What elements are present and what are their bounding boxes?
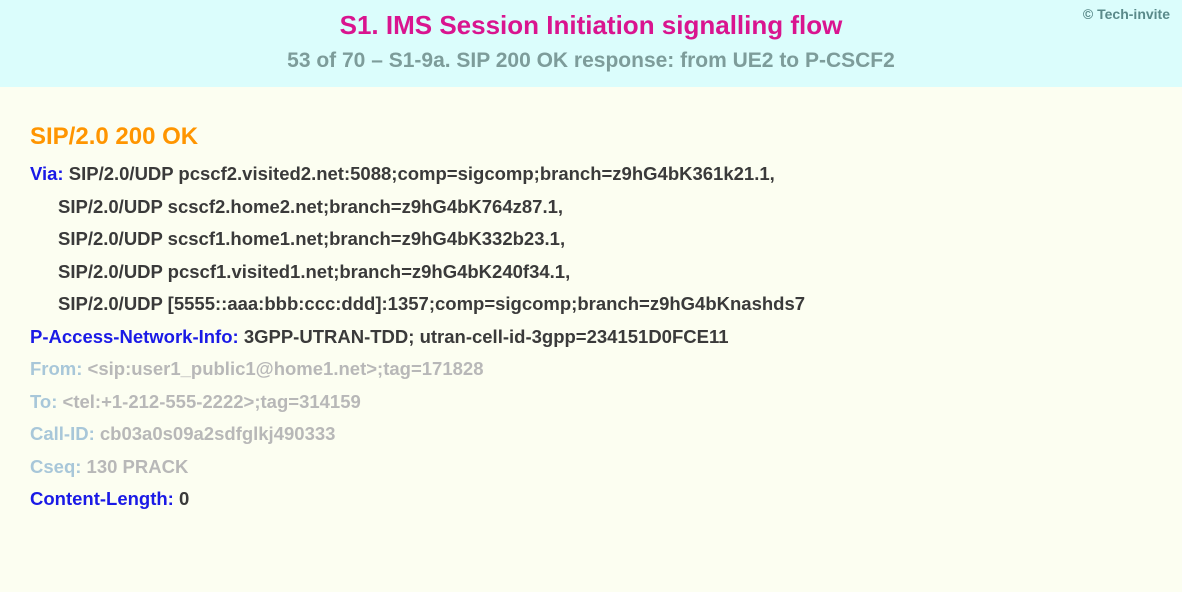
sip-header-value: SIP/2.0/UDP [5555::aaa:bbb:ccc:ddd]:1357… — [58, 293, 805, 314]
sip-header-name: Call-ID: — [30, 423, 95, 444]
sip-header-value: SIP/2.0/UDP pcscf1.visited1.net;branch=z… — [58, 261, 570, 282]
sip-header-name: To: — [30, 391, 57, 412]
sip-status-line: SIP/2.0 200 OK — [30, 123, 1152, 151]
sip-line: From: <sip:user1_public1@home1.net>;tag=… — [30, 360, 1152, 379]
sip-header-lines: Via: SIP/2.0/UDP pcscf2.visited2.net:508… — [30, 165, 1152, 509]
sip-line: P-Access-Network-Info: 3GPP-UTRAN-TDD; u… — [30, 328, 1152, 347]
copyright-text: © Tech-invite — [1083, 6, 1170, 22]
sip-message-body: SIP/2.0 200 OK Via: SIP/2.0/UDP pcscf2.v… — [0, 87, 1182, 543]
sip-line: To: <tel:+1-212-555-2222>;tag=314159 — [30, 393, 1152, 412]
sip-header-value: <tel:+1-212-555-2222>;tag=314159 — [57, 391, 360, 412]
sip-header-value: 130 PRACK — [81, 456, 188, 477]
sip-line: Call-ID: cb03a0s09a2sdfglkj490333 — [30, 425, 1152, 444]
sip-line: Cseq: 130 PRACK — [30, 458, 1152, 477]
sip-header-value: cb03a0s09a2sdfglkj490333 — [95, 423, 336, 444]
sip-header-name: P-Access-Network-Info: — [30, 326, 239, 347]
sip-line: SIP/2.0/UDP [5555::aaa:bbb:ccc:ddd]:1357… — [30, 295, 1152, 314]
sip-line: SIP/2.0/UDP pcscf1.visited1.net;branch=z… — [30, 263, 1152, 282]
sip-header-value: 3GPP-UTRAN-TDD; utran-cell-id-3gpp=23415… — [239, 326, 729, 347]
sip-header-name: From: — [30, 358, 82, 379]
sip-header-name: Cseq: — [30, 456, 81, 477]
sip-line: SIP/2.0/UDP scscf2.home2.net;branch=z9hG… — [30, 198, 1152, 217]
sip-header-name: Via: — [30, 163, 64, 184]
sip-header-value: SIP/2.0/UDP pcscf2.visited2.net:5088;com… — [64, 163, 775, 184]
sip-header-value: <sip:user1_public1@home1.net>;tag=171828 — [82, 358, 483, 379]
sip-header-name: Content-Length: — [30, 488, 174, 509]
sip-header-value: SIP/2.0/UDP scscf1.home1.net;branch=z9hG… — [58, 228, 565, 249]
sip-header-value: SIP/2.0/UDP scscf2.home2.net;branch=z9hG… — [58, 196, 563, 217]
sip-line: Via: SIP/2.0/UDP pcscf2.visited2.net:508… — [30, 165, 1152, 184]
sip-header-value: 0 — [174, 488, 189, 509]
sip-line: SIP/2.0/UDP scscf1.home1.net;branch=z9hG… — [30, 230, 1152, 249]
page-title: S1. IMS Session Initiation signalling fl… — [12, 10, 1170, 41]
page-subtitle: 53 of 70 – S1-9a. SIP 200 OK response: f… — [12, 49, 1170, 73]
header-banner: © Tech-invite S1. IMS Session Initiation… — [0, 0, 1182, 87]
sip-line: Content-Length: 0 — [30, 490, 1152, 509]
